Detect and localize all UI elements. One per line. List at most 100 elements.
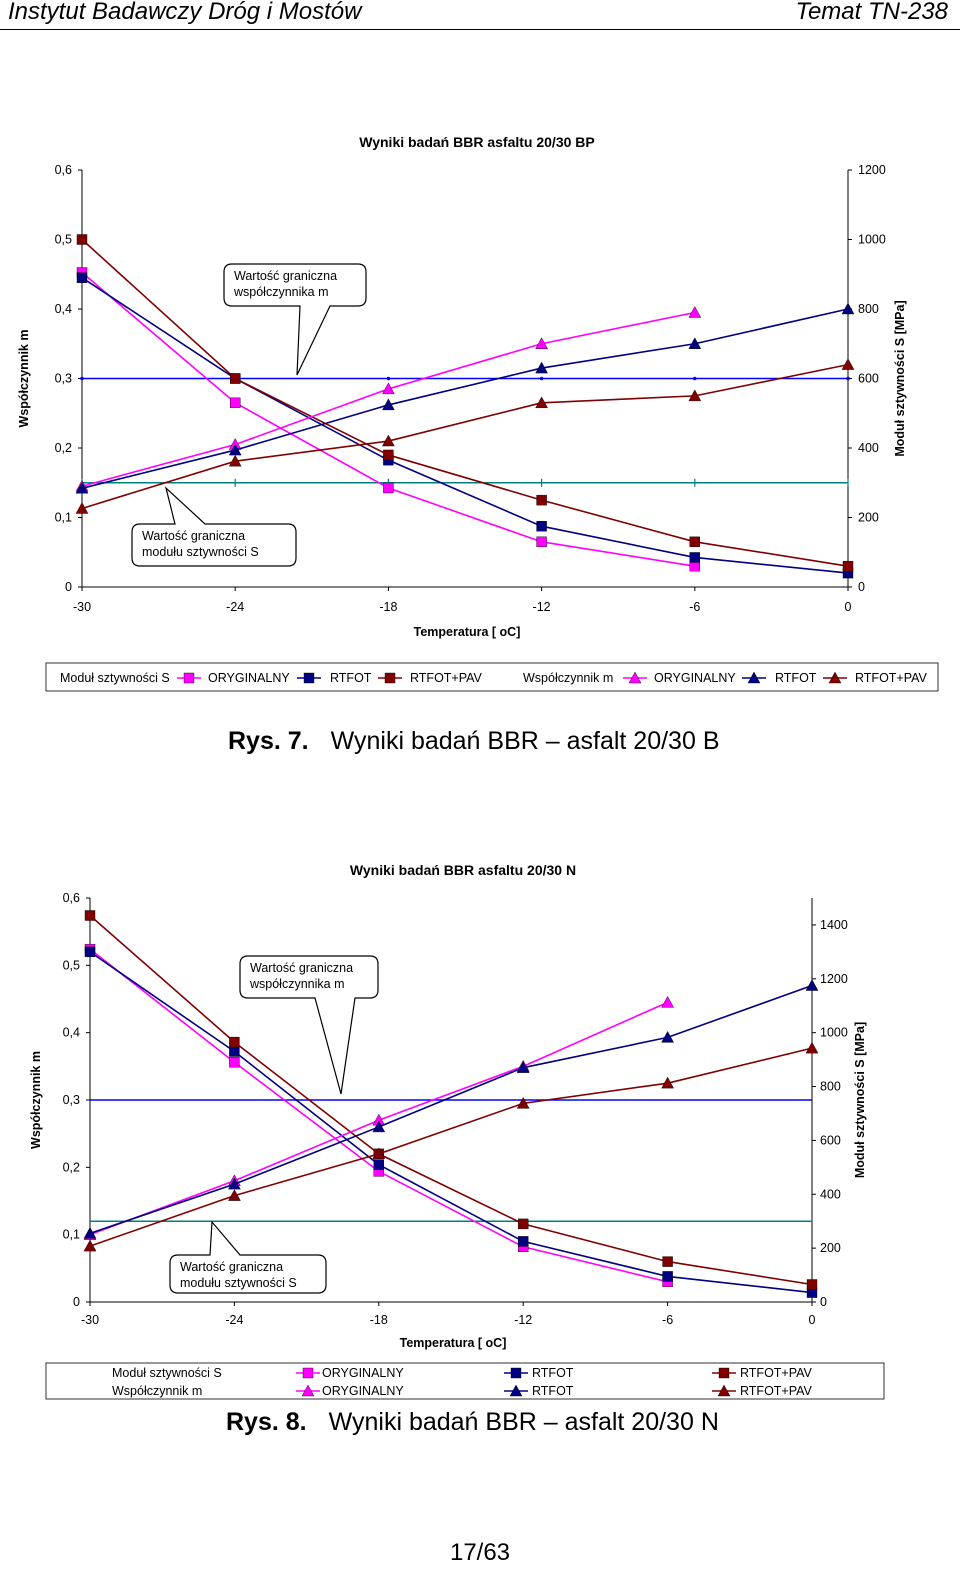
x-tick-label: -24 xyxy=(225,1313,243,1327)
x-tick-label: -6 xyxy=(689,600,700,614)
left-tick-label: 0,1 xyxy=(55,511,72,525)
callout-m-limit-bubble xyxy=(239,955,379,1095)
data-point-triangle xyxy=(535,396,548,409)
legend-group-m: Współczynnik m xyxy=(112,1384,202,1398)
series-line xyxy=(81,277,849,574)
series-line xyxy=(89,914,813,1286)
data-point-triangle xyxy=(83,1226,97,1239)
data-point-triangle xyxy=(688,389,702,402)
callout-s-limit-text: Wartość graniczna xyxy=(180,1260,283,1274)
data-point-triangle xyxy=(535,337,548,349)
right-tick-label: 1200 xyxy=(820,972,848,986)
left-tick-label: 0,6 xyxy=(63,891,80,905)
legend-label: RTFOT+PAV xyxy=(410,671,483,685)
legend-label: ORYGINALNY xyxy=(208,671,290,685)
data-point-square xyxy=(536,494,547,506)
legend-swatch-marker xyxy=(717,1384,731,1397)
m-limit-dot xyxy=(693,376,697,381)
data-point-triangle xyxy=(75,481,89,494)
callout-m-limit-text: Wartość graniczna xyxy=(234,269,337,283)
left-tick-label: 0,3 xyxy=(55,372,72,386)
left-tick-label: 0,2 xyxy=(55,441,72,455)
data-point-square xyxy=(689,536,700,548)
data-point-triangle xyxy=(382,398,395,411)
legend-box xyxy=(45,662,939,692)
data-point-triangle xyxy=(228,1189,241,1201)
page-number: 17/63 xyxy=(449,1539,511,1566)
series-m-rtfotpav xyxy=(83,1041,819,1252)
data-point-triangle xyxy=(688,337,702,349)
legend-swatch-marker xyxy=(510,1367,522,1379)
data-point-triangle xyxy=(83,1239,97,1252)
caption-text: Wyniki badań BBR – asfalt 20/30 B xyxy=(330,727,720,755)
right-tick-label: 0 xyxy=(820,1295,827,1309)
data-point-triangle xyxy=(805,979,819,991)
data-point-triangle xyxy=(841,302,855,315)
left-tick-label: 0,5 xyxy=(55,233,72,247)
series-line xyxy=(81,363,849,510)
right-tick-label: 400 xyxy=(858,441,879,455)
chart-title: Wyniki badań BBR asfaltu 20/30 N xyxy=(350,862,576,878)
data-point-square xyxy=(383,482,394,494)
legend-swatch-marker xyxy=(183,672,195,684)
y-axis-label-right: Moduł sztywności S [MPa] xyxy=(893,300,907,456)
right-tick-label: 600 xyxy=(820,1133,841,1147)
data-point-square xyxy=(229,397,241,409)
legend-swatch-marker xyxy=(747,671,761,684)
left-tick-label: 0,1 xyxy=(63,1228,80,1242)
x-axis-label: Temperatura [ oC] xyxy=(414,625,521,639)
data-point-triangle xyxy=(661,995,674,1008)
data-point-triangle xyxy=(228,454,242,467)
data-point-square xyxy=(76,272,88,283)
legend-label: RTFOT xyxy=(532,1384,574,1398)
callout-m-limit-text: współczynnika m xyxy=(233,285,328,299)
header-institute: Instytut Badawczy Dróg i Mostów xyxy=(8,0,362,25)
legend-swatch-marker xyxy=(303,672,315,684)
series-m-rtfotpav xyxy=(75,358,855,514)
figure-caption-7: Rys. 7. Wyniki badań BBR – asfalt 20/30 B xyxy=(228,727,720,756)
data-point-square xyxy=(806,1279,818,1290)
data-point-triangle xyxy=(228,1177,241,1190)
left-tick-label: 0,3 xyxy=(63,1093,80,1107)
legend-label: RTFOT+PAV xyxy=(740,1384,813,1398)
series-line xyxy=(89,984,813,1235)
series-m-rtfot xyxy=(83,979,819,1239)
left-tick-label: 0 xyxy=(73,1295,80,1309)
data-point-square xyxy=(383,449,394,461)
callout-s-limit-bubble xyxy=(131,486,297,567)
data-point-triangle xyxy=(382,434,395,447)
header-topic: Temat TN-238 xyxy=(795,0,948,25)
series-m-rtfot xyxy=(75,302,855,494)
x-tick-label: -24 xyxy=(226,600,244,614)
series-line xyxy=(81,308,849,490)
caption-label: Rys. 7. xyxy=(228,727,309,755)
legend-swatch-marker xyxy=(828,671,842,684)
data-point-square xyxy=(84,910,96,921)
x-axis-label: Temperatura [ oC] xyxy=(400,1336,507,1350)
right-tick-label: 400 xyxy=(820,1187,841,1201)
page-header: Instytut Badawczy Dróg i Mostów Temat TN… xyxy=(0,0,960,30)
y-axis-label-right: Moduł sztywności S [MPa] xyxy=(853,1022,867,1178)
callout-s-limit-text: Wartość graniczna xyxy=(142,529,245,543)
data-point-square xyxy=(662,1271,673,1282)
data-point-square xyxy=(373,1159,384,1170)
legend-box xyxy=(45,1362,885,1400)
legend-swatch-marker xyxy=(301,1384,315,1397)
m-limit-dot xyxy=(846,376,850,381)
data-point-square xyxy=(518,1236,529,1247)
chart-title: Wyniki badań BBR asfaltu 20/30 BP xyxy=(359,134,594,150)
data-point-square xyxy=(229,1036,240,1048)
left-tick-label: 0,6 xyxy=(55,163,72,177)
right-tick-label: 1000 xyxy=(820,1026,848,1040)
data-point-square xyxy=(76,234,88,245)
right-tick-label: 800 xyxy=(858,302,879,316)
x-tick-label: -6 xyxy=(662,1313,673,1327)
legend-label: ORYGINALNY xyxy=(322,1366,404,1380)
series-m-oryginalny xyxy=(83,995,674,1240)
legend-label: RTFOT xyxy=(532,1366,574,1380)
x-tick-label: 0 xyxy=(809,1313,816,1327)
y-axis-label-left: Współczynnik m xyxy=(17,330,31,428)
series-line xyxy=(81,238,849,567)
legend-swatch-marker xyxy=(628,671,642,684)
